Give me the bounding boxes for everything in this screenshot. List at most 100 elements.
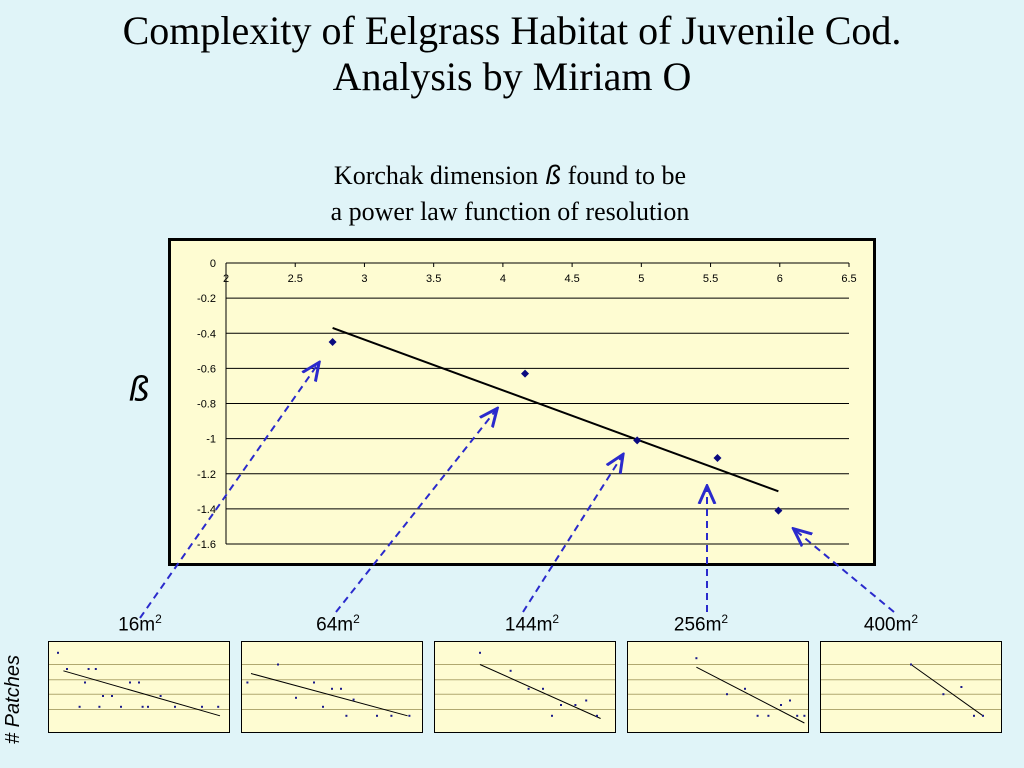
mini-data-point bbox=[780, 704, 782, 706]
mini-data-point bbox=[803, 714, 806, 717]
mini-data-point bbox=[138, 681, 140, 684]
mini-data-point bbox=[147, 705, 149, 708]
x-tick-label: 2 bbox=[223, 273, 229, 285]
mini-chart-144 bbox=[434, 641, 616, 733]
y-tick-label: -0.4 bbox=[197, 328, 216, 340]
mini-data-point bbox=[789, 699, 791, 702]
data-point bbox=[774, 506, 783, 515]
mini-data-point bbox=[141, 705, 144, 708]
mini-data-point bbox=[295, 696, 297, 699]
chart-subtitle: Korchak dimension ß found to be a power … bbox=[260, 158, 760, 230]
mini-data-point bbox=[246, 681, 249, 684]
y-axis-beta-label: ß bbox=[128, 370, 150, 410]
subtitle-part-2: found to be bbox=[567, 161, 687, 190]
mini-data-point bbox=[744, 687, 746, 690]
mini-data-point bbox=[551, 714, 553, 717]
mini-data-point bbox=[585, 699, 588, 702]
mini-trendline bbox=[63, 670, 221, 717]
mini-data-point bbox=[331, 687, 333, 690]
resolution-label-400: 400m2 bbox=[863, 612, 919, 636]
title-line-2: Analysis by Miriam O bbox=[332, 54, 692, 99]
mini-data-point bbox=[509, 669, 512, 672]
mini-data-point bbox=[695, 657, 698, 660]
resolution-label-64: 64m2 bbox=[316, 612, 360, 636]
data-point bbox=[521, 369, 530, 378]
mini-trendline bbox=[910, 664, 984, 717]
mini-data-point bbox=[66, 668, 68, 670]
x-tick-label: 6 bbox=[777, 273, 783, 285]
y-tick-label: -1.6 bbox=[197, 539, 216, 551]
mini-data-point bbox=[94, 668, 97, 670]
subtitle-part-1: Korchak dimension bbox=[333, 161, 539, 190]
mini-data-point bbox=[596, 714, 598, 717]
mini-chart-400 bbox=[820, 641, 1002, 733]
mini-data-point bbox=[796, 714, 799, 717]
trendline bbox=[332, 327, 779, 493]
mini-data-point bbox=[408, 714, 411, 717]
mini-data-point bbox=[376, 714, 378, 717]
resolution-label-144: 144m2 bbox=[504, 612, 560, 636]
y-tick-label: 0 bbox=[210, 258, 216, 270]
mini-data-point bbox=[111, 695, 113, 697]
mini-data-point bbox=[217, 705, 220, 708]
mini-data-point bbox=[973, 714, 975, 717]
title-line-1: Complexity of Eelgrass Habitat of Juveni… bbox=[122, 8, 902, 53]
y-tick-label: -0.2 bbox=[197, 293, 216, 305]
mini-data-point bbox=[345, 714, 348, 717]
data-point bbox=[633, 436, 642, 445]
mini-data-point bbox=[57, 651, 59, 654]
resolution-label-256: 256m2 bbox=[673, 612, 729, 636]
main-chart: 0 -0.2 -0.4 -0.6 -0.8 -1 -1.2 -1.4 -1.6 2 2.5 3 3.5 4… bbox=[168, 238, 876, 566]
mini-chart-16 bbox=[48, 641, 230, 733]
mini-trendline bbox=[250, 673, 408, 717]
mini-data-point bbox=[756, 714, 759, 717]
mini-trendline bbox=[696, 666, 805, 724]
mini-data-point bbox=[542, 687, 544, 690]
patches-axis-label: # Patches bbox=[2, 655, 24, 744]
resolution-label-16: 16m2 bbox=[118, 612, 162, 636]
mini-data-point bbox=[560, 704, 562, 706]
mini-chart-svg bbox=[628, 657, 808, 724]
x-tick-label: 5.5 bbox=[703, 273, 718, 285]
x-tick-label: 3.5 bbox=[426, 273, 441, 285]
mini-data-point bbox=[277, 663, 279, 666]
y-tick-label: -1.4 bbox=[197, 504, 216, 516]
mini-chart-64 bbox=[241, 641, 423, 733]
page-title: Complexity of Eelgrass Habitat of Juveni… bbox=[0, 8, 1024, 100]
x-tick-label: 2.5 bbox=[288, 273, 303, 285]
mini-chart-256 bbox=[627, 641, 809, 733]
mini-data-point bbox=[129, 681, 131, 684]
beta-symbol: ß bbox=[544, 161, 562, 191]
mini-data-point bbox=[340, 687, 342, 690]
mini-data-point bbox=[574, 704, 577, 706]
x-tick-label: 5 bbox=[638, 273, 644, 285]
data-point bbox=[713, 453, 722, 462]
mini-data-point bbox=[120, 705, 122, 708]
mini-data-point bbox=[942, 693, 945, 696]
mini-data-point bbox=[527, 687, 530, 690]
mini-data-point bbox=[726, 693, 728, 696]
mini-data-point bbox=[84, 681, 86, 684]
mini-chart-svg bbox=[242, 663, 422, 717]
mini-data-point bbox=[98, 705, 101, 708]
main-chart-svg: 0 -0.2 -0.4 -0.6 -0.8 -1 -1.2 -1.4 -1.6 2 2.5 3 3.5 4… bbox=[197, 258, 857, 551]
data-point bbox=[328, 338, 337, 347]
mini-data-point bbox=[174, 705, 176, 708]
mini-data-point bbox=[390, 714, 393, 717]
y-tick-label: -0.6 bbox=[197, 363, 216, 375]
mini-chart-svg bbox=[49, 651, 229, 717]
y-tick-label: -1.2 bbox=[197, 469, 216, 481]
x-tick-label: 4.5 bbox=[564, 273, 579, 285]
mini-data-point bbox=[960, 686, 963, 688]
mini-data-point bbox=[201, 705, 203, 708]
mini-chart-svg bbox=[435, 651, 615, 719]
mini-trendline bbox=[479, 664, 601, 719]
x-tick-label: 3 bbox=[361, 273, 367, 285]
mini-data-point bbox=[352, 698, 355, 701]
y-tick-label: -1 bbox=[206, 434, 216, 446]
x-tick-label: 6.5 bbox=[841, 273, 856, 285]
subtitle-line-2: a power law function of resolution bbox=[330, 197, 690, 226]
mini-data-point bbox=[159, 695, 162, 697]
mini-data-point bbox=[479, 651, 481, 654]
mini-data-point bbox=[322, 705, 324, 708]
